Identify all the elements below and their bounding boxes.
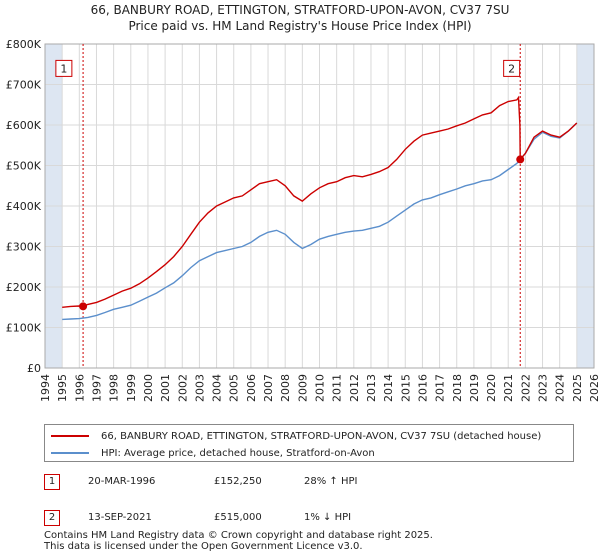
- sales-table: 1 20-MAR-1996 £152,250 28% ↑ HPI 2 13-SE…: [44, 474, 444, 546]
- x-tick-label: 2016: [416, 374, 429, 402]
- legend: 66, BANBURY ROAD, ETTINGTON, STRATFORD-U…: [44, 424, 574, 462]
- x-tick-label: 2020: [485, 374, 498, 402]
- chart-title-line2: Price paid vs. HM Land Registry's House …: [128, 19, 471, 33]
- x-tick-label: 2006: [245, 374, 258, 402]
- sale-point: [79, 302, 88, 311]
- sale-date: 20-MAR-1996: [88, 476, 156, 487]
- annotation-box: [503, 59, 521, 77]
- x-tick-label: 2002: [176, 374, 189, 402]
- x-tick-label: 2007: [262, 374, 275, 402]
- y-tick-label: £300K: [6, 241, 42, 254]
- sale-row: 2 13-SEP-2021 £515,000 1% ↓ HPI: [44, 510, 444, 546]
- sale-date: 13-SEP-2021: [88, 512, 152, 523]
- legend-item-hpi: HPI: Average price, detached house, Stra…: [51, 445, 375, 461]
- y-tick-label: £400K: [6, 200, 42, 213]
- x-tick-label: 2008: [279, 374, 292, 402]
- y-tick-label: £500K: [6, 160, 42, 173]
- annotation-box: [55, 59, 73, 77]
- x-tick-label: 2001: [159, 374, 172, 402]
- footer: Contains HM Land Registry data © Crown c…: [44, 530, 433, 552]
- annotation-label: 1: [60, 62, 67, 75]
- legend-hpi-swatch: [51, 452, 89, 454]
- x-tick-label: 2014: [382, 374, 395, 402]
- annotation-label: 2: [508, 62, 515, 75]
- plot-border: [44, 43, 595, 369]
- x-tick-label: 2021: [502, 374, 515, 402]
- sale-price: £515,000: [214, 512, 262, 523]
- y-tick-label: £700K: [6, 79, 42, 92]
- x-tick-label: 2003: [193, 374, 206, 402]
- x-tick-label: 2026: [588, 374, 600, 402]
- y-tick-label: £600K: [6, 119, 42, 132]
- sale-price: £152,250: [214, 476, 262, 487]
- x-tick-label: 1996: [73, 374, 86, 402]
- x-tick-label: 2017: [434, 374, 447, 402]
- x-tick-label: 2004: [211, 374, 224, 402]
- price-chart: 66, BANBURY ROAD, ETTINGTON, STRATFORD-U…: [6, 3, 600, 402]
- sale-row: 1 20-MAR-1996 £152,250 28% ↑ HPI: [44, 474, 444, 510]
- legend-item-price: 66, BANBURY ROAD, ETTINGTON, STRATFORD-U…: [51, 428, 541, 444]
- x-tick-label: 2000: [142, 374, 155, 402]
- x-tick-label: 1998: [108, 374, 121, 402]
- footer-copyright: Contains HM Land Registry data © Crown c…: [44, 530, 433, 541]
- x-tick-label: 1994: [39, 374, 52, 402]
- x-tick-label: 2023: [537, 374, 550, 402]
- sale-number-badge: 2: [44, 510, 60, 526]
- sale-point: [516, 155, 525, 164]
- x-tick-label: 2025: [571, 374, 584, 402]
- x-tick-label: 2024: [554, 374, 567, 402]
- x-tick-label: 1997: [90, 374, 103, 402]
- y-tick-label: £0: [27, 362, 41, 375]
- chart-title-line1: 66, BANBURY ROAD, ETTINGTON, STRATFORD-U…: [91, 3, 510, 17]
- x-tick-label: 2019: [468, 374, 481, 402]
- sale-hpi-change: 28% ↑ HPI: [304, 476, 358, 487]
- x-tick-label: 2011: [331, 374, 344, 402]
- x-tick-label: 2022: [519, 374, 532, 402]
- y-tick-label: £200K: [6, 281, 42, 294]
- x-tick-label: 2010: [314, 374, 327, 402]
- y-tick-label: £100K: [6, 322, 42, 335]
- x-tick-label: 2015: [399, 374, 412, 402]
- sale-number-badge: 1: [44, 474, 60, 490]
- legend-price-swatch: [51, 435, 89, 437]
- footer-licence: This data is licensed under the Open Gov…: [44, 541, 363, 552]
- x-tick-label: 1999: [125, 374, 138, 402]
- series-line: [62, 122, 578, 321]
- x-tick-label: 1995: [56, 374, 69, 402]
- legend-price-label: 66, BANBURY ROAD, ETTINGTON, STRATFORD-U…: [101, 430, 542, 442]
- x-tick-label: 2018: [451, 374, 464, 402]
- x-tick-label: 2012: [348, 374, 361, 402]
- legend-hpi-label: HPI: Average price, detached house, Stra…: [101, 447, 375, 459]
- x-tick-label: 2013: [365, 374, 378, 402]
- x-tick-label: 2005: [228, 374, 241, 402]
- y-tick-label: £800K: [6, 38, 42, 51]
- series-line: [62, 95, 578, 308]
- x-tick-label: 2009: [296, 374, 309, 402]
- sale-hpi-change: 1% ↓ HPI: [304, 512, 352, 523]
